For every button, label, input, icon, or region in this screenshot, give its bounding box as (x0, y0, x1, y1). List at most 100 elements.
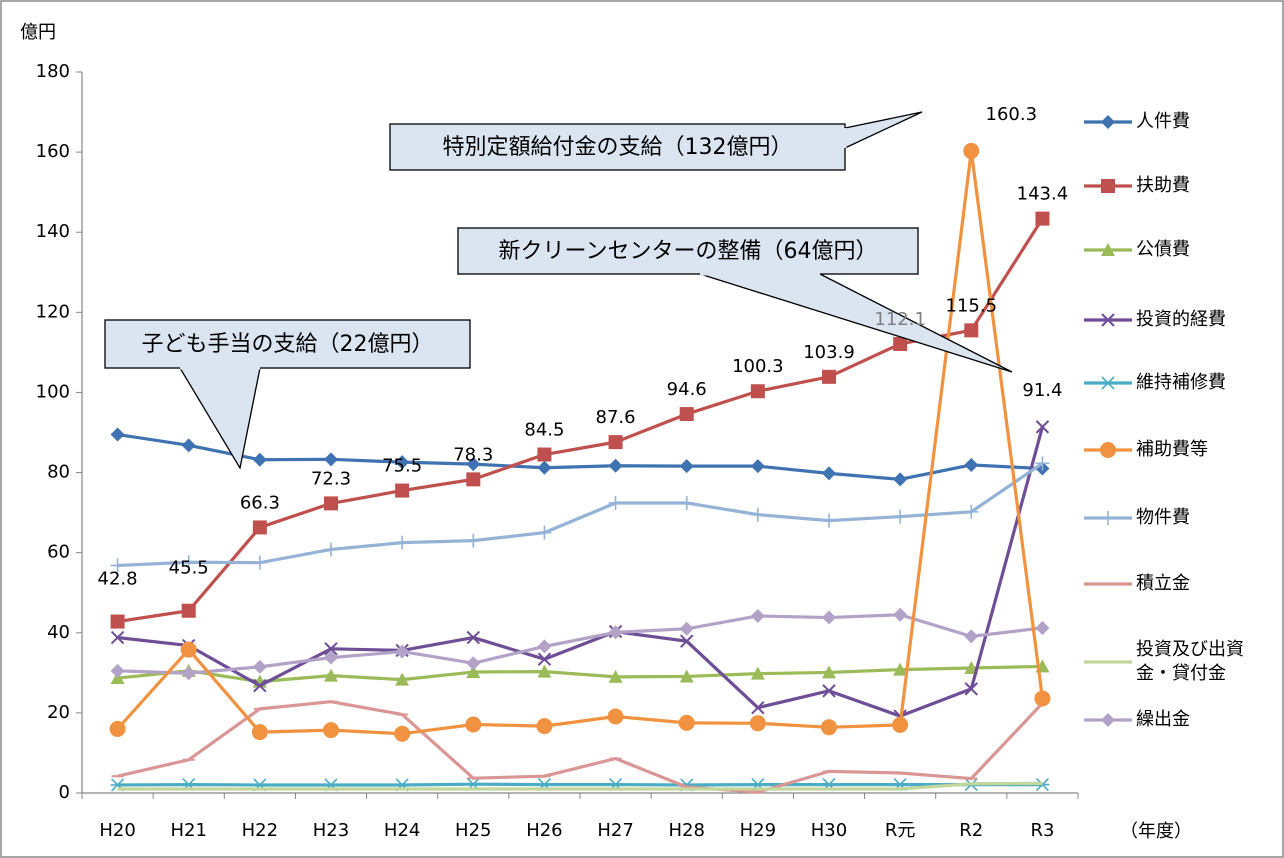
y-tick-label: 160 (36, 141, 70, 162)
callout-box (104, 319, 471, 369)
y-tick-label: 20 (47, 702, 70, 723)
x-tick-label: H25 (455, 820, 491, 841)
data-point (537, 525, 552, 540)
data-point (750, 384, 765, 399)
marker (1101, 713, 1115, 727)
data-label: 91.4 (1022, 380, 1062, 401)
data-point (678, 714, 695, 731)
data-label: 72.3 (311, 468, 351, 489)
series-line (117, 217, 1044, 624)
data-point (822, 684, 836, 698)
legend-label: 投資的経費 (1136, 309, 1226, 330)
data-point (466, 472, 481, 487)
data-point (608, 435, 623, 450)
callout-pointer (179, 367, 261, 470)
data-point (181, 555, 196, 570)
legend-swatch (1084, 115, 1132, 129)
data-label: 143.4 (1017, 184, 1069, 205)
data-point (251, 724, 268, 741)
data-label: 45.5 (169, 558, 209, 579)
data-point (750, 507, 765, 522)
x-tick-label: H27 (597, 820, 633, 841)
legend-label: 投資及び出資金・貸付金 (1136, 639, 1244, 684)
data-point (822, 369, 836, 384)
x-tick-label: R元 (885, 820, 916, 841)
data-point (324, 496, 338, 511)
data-point (324, 542, 338, 557)
data-point (324, 452, 338, 467)
legend-swatch (1084, 313, 1132, 327)
x-tick-label: H20 (99, 820, 135, 841)
legend-entry: 積立金 (1080, 572, 1266, 596)
data-point (822, 610, 836, 625)
data-point (324, 650, 338, 665)
data-label: 112.1 (874, 309, 926, 330)
data-point (537, 652, 552, 666)
legend-label: 繰出金 (1136, 709, 1190, 730)
callout-box (389, 123, 846, 171)
callout-box (457, 227, 919, 275)
data-point (324, 668, 338, 682)
data-point (252, 555, 267, 570)
data-point (679, 495, 694, 510)
data-point (822, 466, 836, 481)
legend-label: 扶助費 (1136, 175, 1190, 196)
legend-swatch (1084, 511, 1132, 525)
data-point (1034, 690, 1051, 707)
x-tick-label: H23 (313, 820, 349, 841)
data-point (466, 457, 481, 472)
data-label: 66.3 (240, 492, 280, 513)
data-point (892, 716, 909, 733)
data-point (750, 608, 765, 623)
data-point (1035, 211, 1050, 226)
data-point (749, 715, 766, 732)
y-tick-label: 40 (47, 622, 70, 643)
x-tick-label: H21 (170, 820, 206, 841)
data-label: 160.3 (986, 104, 1038, 125)
data-point (395, 483, 410, 498)
data-label: 115.5 (946, 295, 998, 316)
legend-swatch (1084, 243, 1132, 256)
data-point (253, 678, 267, 693)
legend-swatch (1084, 179, 1132, 193)
callout-text: 特別定額給付金の支給（132億円） (443, 135, 793, 160)
marker (1101, 115, 1115, 129)
legend-entry: 補助費等 (1080, 438, 1266, 462)
legend-entry: 維持補修費 (1080, 371, 1266, 395)
series-line (117, 432, 1043, 481)
x-tick-label: R2 (959, 820, 983, 841)
marker (1100, 442, 1116, 458)
data-point (180, 641, 197, 658)
legend-entry: 投資及び出資金・貸付金 (1080, 638, 1266, 686)
x-tick-label: H26 (526, 820, 562, 841)
callout-pointer (844, 111, 923, 149)
y-tick-label: 100 (36, 381, 70, 402)
callout-text: 新クリーンセンターの整備（64億円） (499, 239, 878, 264)
data-label: 78.3 (453, 444, 493, 465)
data-label: 87.6 (596, 407, 636, 428)
x-tick-label: H28 (668, 820, 704, 841)
data-point (964, 323, 979, 338)
data-point (466, 533, 481, 548)
legend-swatch (1084, 713, 1132, 727)
data-point (181, 603, 196, 618)
legend-entry: 投資的経費 (1080, 308, 1266, 332)
legend-swatch (1084, 582, 1132, 586)
data-point (466, 656, 481, 671)
legend-entry: 人件費 (1080, 110, 1266, 134)
y-tick-label: 0 (59, 782, 70, 803)
y-tick-label: 140 (36, 221, 70, 242)
data-point (394, 725, 411, 742)
data-point (964, 457, 979, 472)
data-point (964, 629, 979, 644)
data-point (537, 664, 552, 678)
y-tick-label: 180 (36, 61, 70, 82)
data-point (323, 722, 339, 739)
data-point (750, 666, 765, 680)
data-point (750, 459, 765, 474)
series-line (117, 462, 1044, 568)
data-point (963, 142, 980, 159)
legend-label: 物件費 (1136, 507, 1190, 528)
data-point (537, 639, 552, 654)
